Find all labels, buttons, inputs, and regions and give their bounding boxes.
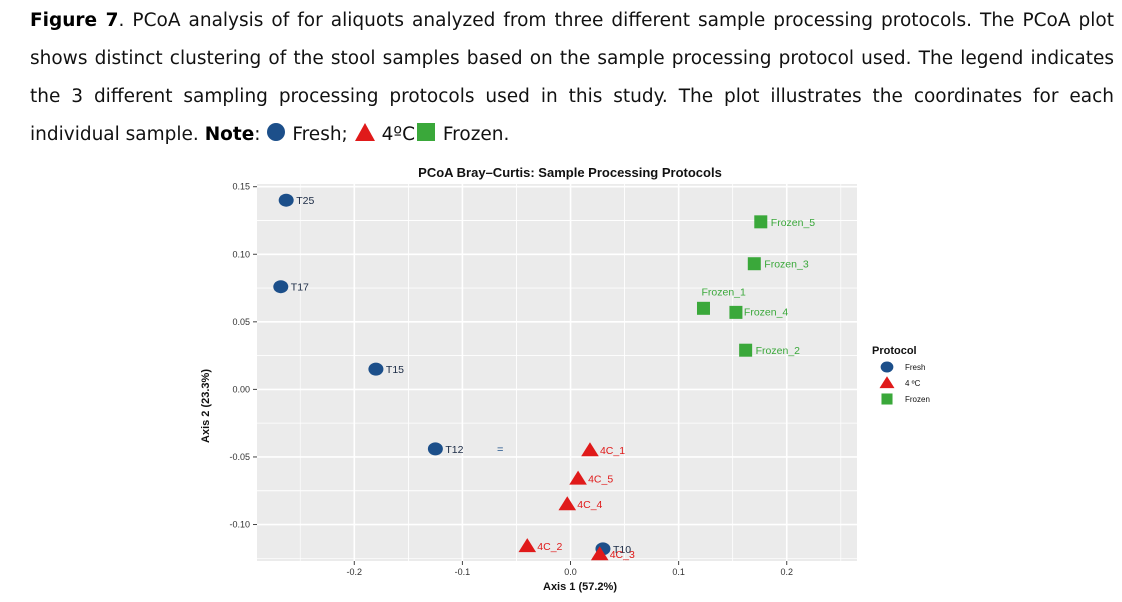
point-label: T15 xyxy=(386,364,404,376)
x-tick-label: 0.1 xyxy=(672,567,685,577)
frozen-point xyxy=(729,305,743,319)
legend-title: Protocol xyxy=(872,345,917,357)
c4-point xyxy=(569,470,587,485)
frozen-point xyxy=(739,343,753,357)
note-frozen: Frozen. xyxy=(442,124,510,145)
point-label: Frozen_5 xyxy=(771,217,816,229)
x-axis-label: Axis 1 (57.2%) xyxy=(543,581,617,593)
caption-text: . PCoA analysis of for aliquots analyzed… xyxy=(30,10,1114,145)
x-tick-label: -0.1 xyxy=(455,567,471,577)
y-tick-label: 0.10 xyxy=(232,249,250,259)
legend-label: Fresh xyxy=(905,363,925,372)
pcoa-figure: PCoA Bray–Curtis: Sample Processing Prot… xyxy=(160,158,960,597)
point-label: Frozen_4 xyxy=(744,306,789,318)
frozen-point xyxy=(754,215,768,229)
x-tick-label: -0.2 xyxy=(347,567,363,577)
point-label: 4C_3 xyxy=(610,549,635,561)
fresh-point xyxy=(273,280,289,294)
y-tick-label: -0.05 xyxy=(229,452,250,462)
point-label: T12 xyxy=(445,444,463,456)
point-label: Frozen_3 xyxy=(764,259,809,271)
legend-label: Frozen xyxy=(905,395,930,404)
y-tick-label: -0.10 xyxy=(229,520,250,530)
y-tick-label: 0.00 xyxy=(232,384,250,394)
fresh-circle-icon xyxy=(267,123,286,141)
c4-point xyxy=(518,538,537,553)
c4-point xyxy=(590,546,609,561)
x-tick-label: 0.0 xyxy=(564,567,577,577)
frozen-point xyxy=(747,257,761,271)
point-label: 4C_1 xyxy=(600,445,625,457)
y-axis-label: Axis 2 (23.3%) xyxy=(200,369,212,443)
axes: -0.2 -0.1 0.0 0.1 0.2 0.15 0.10 0.05 0.00 -0.05 -0… xyxy=(229,182,793,577)
legend-key-fresh xyxy=(880,361,894,373)
note-label: Note xyxy=(204,124,255,145)
annotation: = xyxy=(497,444,503,456)
point-label: 4C_4 xyxy=(577,499,602,511)
frozen-point xyxy=(696,301,710,315)
point-label: Frozen_1 xyxy=(701,286,746,298)
fresh-point xyxy=(278,193,294,207)
point-label: T17 xyxy=(291,282,309,294)
frozen-square-icon xyxy=(416,123,435,141)
point-label: T10 xyxy=(613,544,631,556)
figure-label: Figure 7 xyxy=(30,10,119,31)
grid-lines xyxy=(257,184,857,561)
note-separator: : xyxy=(254,124,261,145)
x-tick-label: 0.2 xyxy=(780,567,793,577)
point-label: T25 xyxy=(296,195,314,207)
fresh-point xyxy=(427,442,443,456)
legend-key-c4 xyxy=(879,376,895,389)
point-label: 4C_2 xyxy=(537,541,562,553)
y-tick-label: 0.05 xyxy=(232,317,250,327)
figure-caption: Figure 7. PCoA analysis of for aliquots … xyxy=(30,2,1114,154)
chart-title: PCoA Bray–Curtis: Sample Processing Prot… xyxy=(418,165,722,180)
4c-triangle-icon xyxy=(354,123,375,141)
plot-panel xyxy=(257,184,857,561)
fresh-point xyxy=(368,362,384,376)
y-tick-label: 0.15 xyxy=(232,182,250,192)
legend-label: 4 ºC xyxy=(905,379,921,388)
point-label: Frozen_2 xyxy=(756,345,801,357)
legend-key-frozen xyxy=(881,393,893,405)
legend: Protocol Fresh 4 ºC Frozen xyxy=(872,345,930,405)
pcoa-chart: PCoA Bray–Curtis: Sample Processing Prot… xyxy=(200,165,930,593)
data-points: T25 T17 T15 T12 T10 4C_1 4C_5 4C_4 4C_2 4C_3 Froze… xyxy=(273,193,816,561)
c4-point xyxy=(558,496,577,511)
point-label: 4C_5 xyxy=(588,474,613,486)
note-fresh: Fresh; xyxy=(292,124,348,145)
note-4c: 4ºC xyxy=(381,124,415,145)
c4-point xyxy=(581,442,599,457)
